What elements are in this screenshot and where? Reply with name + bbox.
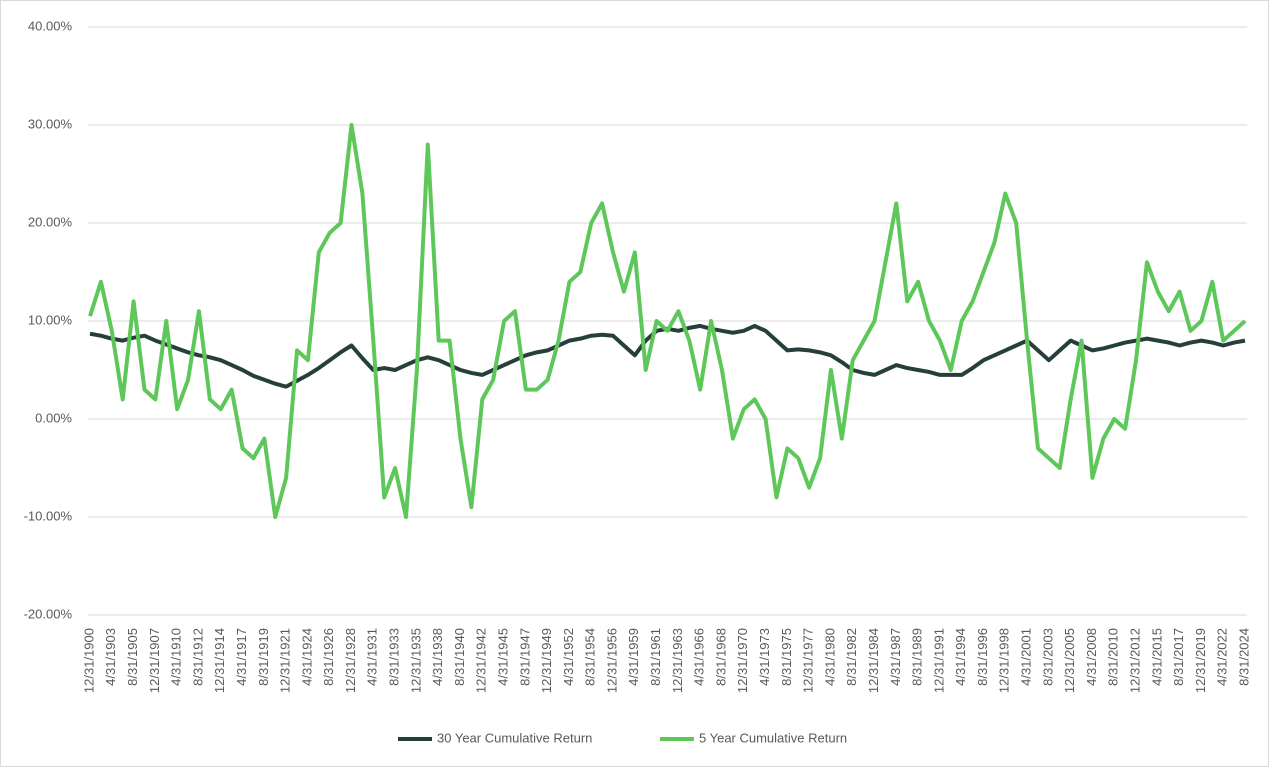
x-tick-label: 8/31/1933 (387, 628, 402, 686)
y-tick-label: 20.00% (28, 214, 73, 229)
x-tick-label: 12/31/1963 (670, 628, 685, 693)
x-tick-label: 8/31/1961 (648, 628, 663, 686)
x-tick-label: 8/31/1912 (190, 628, 205, 686)
x-tick-label: 4/31/2022 (1215, 628, 1230, 686)
legend-item: 5 Year Cumulative Return (660, 730, 847, 745)
y-tick-label: 0.00% (35, 410, 72, 425)
x-tick-label: 8/31/2024 (1236, 628, 1251, 686)
x-tick-label: 4/31/2015 (1149, 628, 1164, 686)
x-tick-label: 4/31/1931 (365, 628, 380, 686)
x-tick-label: 12/31/1956 (604, 628, 619, 693)
x-tick-label: 12/31/1907 (147, 628, 162, 693)
x-tick-label: 4/31/1966 (692, 628, 707, 686)
legend-label: 30 Year Cumulative Return (437, 730, 592, 745)
x-tick-label: 8/31/2010 (1106, 628, 1121, 686)
x-tick-label: 12/31/1970 (735, 628, 750, 693)
x-tick-label: 8/31/1919 (256, 628, 271, 686)
x-tick-label: 8/31/1905 (125, 628, 140, 686)
x-tick-label: 8/31/2017 (1171, 628, 1186, 686)
x-tick-label: 8/31/2003 (1040, 628, 1055, 686)
data-line (88, 123, 1247, 519)
x-tick-label: 8/31/1940 (452, 628, 467, 686)
x-tick-label: 4/31/1980 (822, 628, 837, 686)
legend-item: 30 Year Cumulative Return (398, 730, 592, 745)
y-tick-label: -10.00% (24, 508, 73, 523)
x-tick-label: 4/31/2008 (1084, 628, 1099, 686)
y-tick-label: 10.00% (28, 312, 73, 327)
x-tick-label: 8/31/1954 (583, 628, 598, 686)
x-tick-label: 4/31/1987 (888, 628, 903, 686)
x-tick-label: 8/31/1982 (844, 628, 859, 686)
x-tick-label: 8/31/1947 (517, 628, 532, 686)
x-tick-label: 8/31/1989 (910, 628, 925, 686)
y-tick-label: 30.00% (28, 116, 73, 131)
y-tick-label: 40.00% (28, 18, 73, 33)
x-tick-label: 8/31/1968 (713, 628, 728, 686)
x-tick-label: 12/31/1928 (343, 628, 358, 693)
x-tick-label: 8/31/1975 (779, 628, 794, 686)
x-tick-label: 12/31/2012 (1127, 628, 1142, 693)
x-tick-label: 12/31/1984 (866, 628, 881, 693)
x-tick-label: 8/31/1996 (975, 628, 990, 686)
x-tick-label: 8/31/1926 (321, 628, 336, 686)
x-tick-label: 12/31/1921 (278, 628, 293, 693)
y-tick-label: -20.00% (24, 606, 73, 621)
x-tick-label: 12/31/1977 (801, 628, 816, 693)
x-tick-label: 4/31/2001 (1019, 628, 1034, 686)
x-tick-label: 12/31/1991 (931, 628, 946, 693)
x-tick-label: 4/31/1910 (169, 628, 184, 686)
x-tick-label: 4/31/1994 (953, 628, 968, 686)
x-tick-label: 4/31/1938 (430, 628, 445, 686)
x-tick-label: 4/31/1973 (757, 628, 772, 686)
x-tick-label: 12/31/1998 (997, 628, 1012, 693)
x-tick-label: 12/31/1914 (212, 628, 227, 693)
x-tick-label: 4/31/1959 (626, 628, 641, 686)
x-tick-label: 12/31/2005 (1062, 628, 1077, 693)
x-tick-label: 12/31/1942 (474, 628, 489, 693)
legend-label: 5 Year Cumulative Return (699, 730, 847, 745)
x-tick-label: 4/31/1903 (103, 628, 118, 686)
x-tick-label: 4/31/1924 (299, 628, 314, 686)
x-tick-label: 12/31/1935 (408, 628, 423, 693)
x-tick-label: 4/31/1945 (495, 628, 510, 686)
x-tick-label: 12/31/1949 (539, 628, 554, 693)
x-tick-label: 4/31/1952 (561, 628, 576, 686)
x-tick-label: 12/31/2019 (1193, 628, 1208, 693)
x-tick-label: 12/31/1900 (81, 628, 96, 693)
x-tick-label: 4/31/1917 (234, 628, 249, 686)
